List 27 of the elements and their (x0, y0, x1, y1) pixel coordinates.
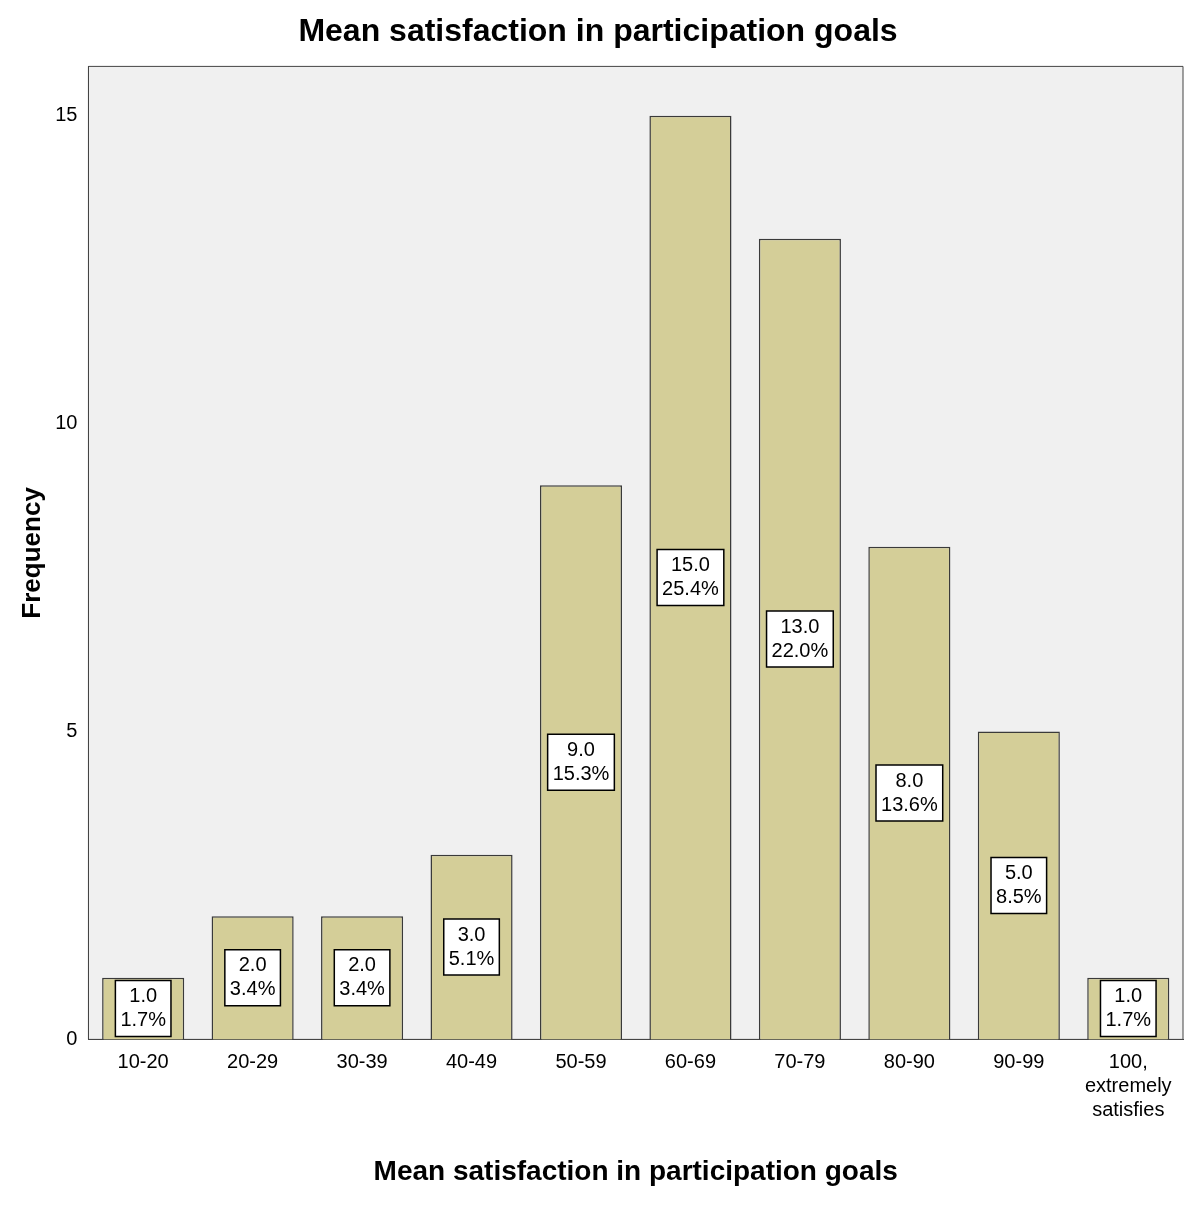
x-tick-label: 70-79 (774, 1049, 826, 1072)
data-label: 15.0 25.4% (662, 553, 720, 600)
x-tick-label: 90-99 (993, 1049, 1045, 1072)
x-axis-title: Mean satisfaction in participation goals (373, 1154, 898, 1186)
data-label: 1.0 1.7% (1105, 984, 1152, 1031)
x-tick-label: 50-59 (555, 1049, 607, 1072)
y-tick-label: 5 (66, 719, 78, 741)
x-tick-label: 10-20 (117, 1049, 169, 1072)
x-tick-label: 40-49 (445, 1049, 498, 1072)
x-tick-label: 100, extremely satisfies (1084, 1049, 1172, 1120)
y-tick-label: 10 (55, 411, 78, 434)
data-label: 8.0 13.6% (881, 768, 938, 815)
data-label: 13.0 22.0% (771, 614, 829, 661)
x-tick-label: 30-39 (336, 1049, 388, 1072)
data-label: 2.0 3.4% (229, 953, 276, 1000)
data-label: 3.0 5.1% (448, 922, 495, 969)
y-axis-title: Frequency (15, 486, 46, 619)
data-label: 1.0 1.7% (120, 984, 167, 1031)
x-tick-label: 60-69 (664, 1049, 717, 1072)
chart-title: Mean satisfaction in participation goals (298, 12, 898, 49)
x-tick-label: 20-29 (227, 1049, 279, 1072)
data-label: 2.0 3.4% (339, 953, 386, 1000)
x-tick-label: 80-90 (883, 1049, 935, 1072)
data-label: 5.0 8.5% (996, 860, 1042, 907)
y-tick-label: 15 (55, 103, 78, 126)
data-label: 9.0 15.3% (552, 737, 610, 784)
y-tick-label: 0 (66, 1026, 78, 1049)
